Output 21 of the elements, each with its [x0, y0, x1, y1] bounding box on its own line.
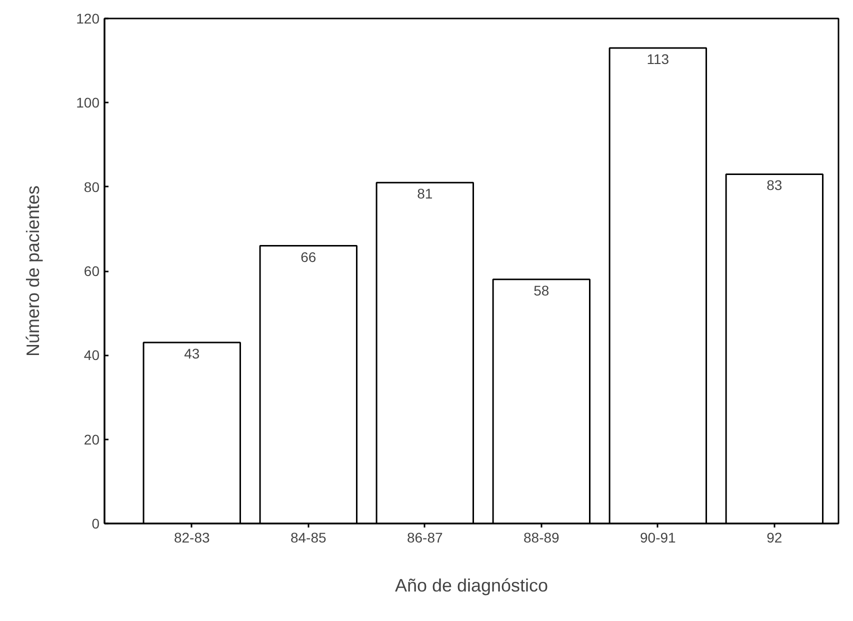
x-tick-label: 92: [766, 530, 782, 546]
y-tick-label: 80: [84, 178, 100, 195]
data-label: 81: [417, 186, 433, 202]
x-axis-title: Año de diagnóstico: [394, 576, 548, 596]
x-tick-label: 86-87: [406, 530, 444, 546]
y-axis-title: Número de pacientes: [23, 185, 44, 357]
y-tick-label: 0: [92, 516, 100, 532]
y-tick-label: 20: [84, 431, 100, 448]
y-tick-label: 100: [76, 94, 100, 111]
data-label: 66: [300, 248, 316, 265]
data-label: 58: [534, 282, 550, 298]
data-label: 113: [646, 50, 670, 67]
x-tick-label: 90-91: [640, 530, 676, 546]
x-tick-label: 82-83: [174, 530, 210, 546]
x-tick-label: 84-85: [290, 530, 327, 546]
x-tick-label: 88-89: [524, 530, 560, 546]
y-tick-label: 60: [84, 263, 100, 279]
y-tick-label: 40: [84, 347, 100, 364]
data-label: 43: [184, 346, 200, 362]
y-tick-label: 120: [76, 10, 100, 26]
data-label: 83: [766, 177, 782, 194]
